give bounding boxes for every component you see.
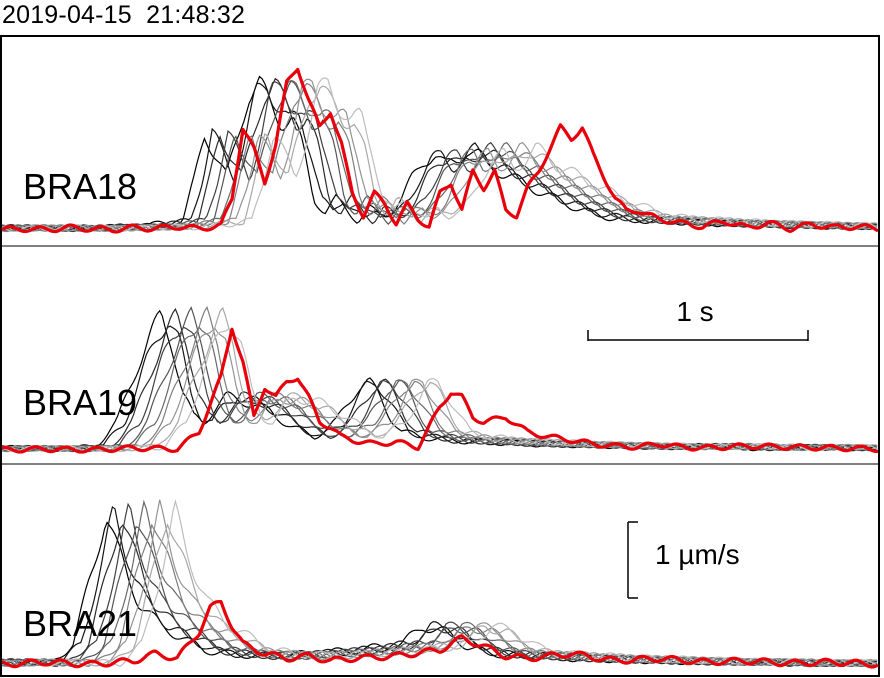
trace-background-bra21-9 bbox=[1, 499, 878, 667]
trace-background-bra21-0 bbox=[1, 521, 878, 667]
amplitude-scale-bar bbox=[627, 521, 638, 599]
trace-background-bra18-7 bbox=[1, 78, 878, 233]
trace-background-bra19-6 bbox=[1, 305, 878, 453]
trace-highlight-bra18 bbox=[1, 67, 879, 234]
trace-background-bra18-0 bbox=[1, 75, 878, 232]
trace-background-bra19-4 bbox=[1, 306, 878, 452]
station-label-bra19: BRA19 bbox=[23, 382, 138, 423]
event-timestamp: 2019-04-15 21:48:32 bbox=[2, 1, 246, 29]
trace-background-bra18-2 bbox=[1, 77, 878, 232]
trace-background-bra21-7 bbox=[1, 499, 878, 667]
station-label-bra21: BRA21 bbox=[23, 603, 138, 644]
trace-background-bra21-5 bbox=[1, 499, 878, 667]
trace-background-bra19-8 bbox=[1, 306, 878, 453]
trace-background-bra18-9 bbox=[1, 77, 878, 233]
time-scale-label: 1 s bbox=[676, 296, 714, 327]
trace-layer bbox=[1, 67, 879, 669]
trace-highlight-bra19 bbox=[1, 327, 879, 454]
plot-border bbox=[0, 35, 880, 677]
trace-highlight-bra21 bbox=[1, 600, 879, 669]
station-label-bra18: BRA18 bbox=[23, 166, 138, 207]
trace-background-bra18-8 bbox=[1, 85, 878, 233]
time-scale-bar bbox=[587, 330, 809, 341]
amplitude-scale-label: 1 µm/s bbox=[655, 539, 740, 570]
